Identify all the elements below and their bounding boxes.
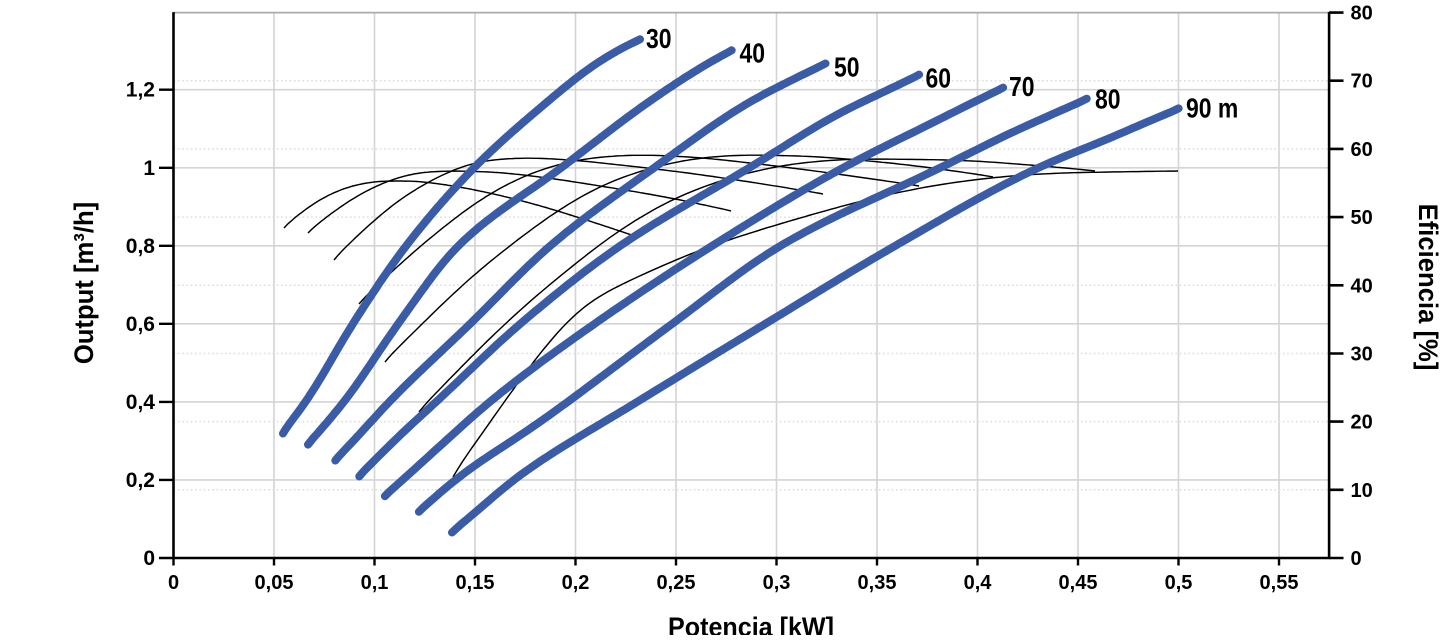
svg-text:0,2: 0,2 (126, 469, 155, 492)
svg-text:0: 0 (1351, 548, 1362, 570)
svg-text:0,5: 0,5 (1165, 572, 1193, 594)
svg-text:1,2: 1,2 (126, 79, 155, 102)
svg-text:0,05: 0,05 (255, 572, 294, 594)
svg-text:0,25: 0,25 (657, 572, 696, 594)
svg-text:0,35: 0,35 (858, 572, 897, 594)
svg-text:30: 30 (1351, 344, 1373, 366)
svg-text:0,3: 0,3 (763, 572, 791, 594)
svg-text:60: 60 (1351, 139, 1373, 161)
svg-text:10: 10 (1351, 480, 1373, 502)
svg-text:20: 20 (1351, 412, 1373, 434)
svg-text:50: 50 (834, 52, 860, 83)
svg-text:80: 80 (1351, 3, 1373, 25)
svg-text:40: 40 (1351, 275, 1373, 297)
svg-text:30: 30 (646, 24, 672, 55)
svg-text:80: 80 (1095, 84, 1121, 115)
svg-text:0: 0 (168, 572, 179, 594)
svg-text:0,45: 0,45 (1059, 572, 1098, 594)
svg-text:50: 50 (1351, 207, 1373, 229)
svg-text:90 m: 90 m (1186, 93, 1238, 124)
svg-text:0,4: 0,4 (964, 572, 993, 594)
svg-text:Output [m³/h]: Output [m³/h] (68, 202, 99, 364)
svg-text:0: 0 (143, 547, 155, 570)
svg-text:0,1: 0,1 (361, 572, 389, 594)
svg-text:0,2: 0,2 (562, 572, 590, 594)
svg-text:Eficiencia [%]: Eficiencia [%] (1413, 204, 1444, 371)
svg-text:0,4: 0,4 (126, 391, 156, 414)
svg-text:70: 70 (1351, 71, 1373, 93)
svg-text:Potencia [kW]: Potencia [kW] (668, 611, 834, 635)
svg-text:40: 40 (740, 38, 766, 69)
svg-text:60: 60 (926, 63, 952, 94)
svg-text:0,55: 0,55 (1260, 572, 1299, 594)
svg-text:0,8: 0,8 (126, 235, 156, 258)
svg-text:1: 1 (143, 157, 155, 180)
svg-text:70: 70 (1009, 72, 1035, 103)
svg-text:0,6: 0,6 (126, 313, 155, 336)
svg-text:0,15: 0,15 (456, 572, 495, 594)
